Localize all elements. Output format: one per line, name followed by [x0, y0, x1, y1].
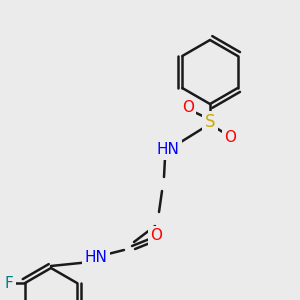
Text: HN: HN	[157, 142, 179, 158]
Text: HN: HN	[85, 250, 107, 266]
Text: S: S	[205, 113, 215, 131]
Text: F: F	[4, 275, 14, 290]
Text: O: O	[182, 100, 194, 116]
Text: O: O	[224, 130, 236, 146]
Text: O: O	[150, 229, 162, 244]
